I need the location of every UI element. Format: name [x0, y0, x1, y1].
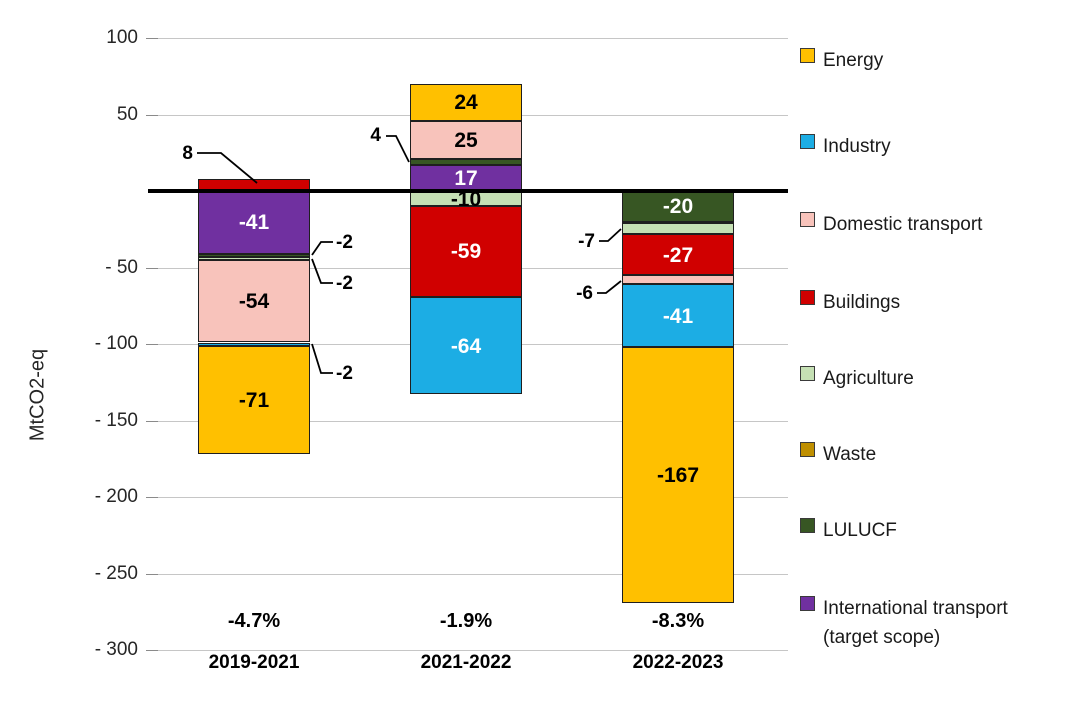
bar-segment-2022-2023-lulucf	[622, 191, 734, 222]
legend-item-agriculture: Agriculture	[800, 364, 914, 393]
x-category-label-2022-2023: 2022-2023	[632, 652, 724, 673]
legend-item-buildings: Buildings	[800, 288, 900, 317]
zero-baseline	[148, 189, 788, 193]
gridline	[150, 650, 788, 651]
axis-tick-mark	[146, 115, 158, 116]
bar-segment-2022-2023-industry	[622, 284, 734, 347]
gridline	[150, 421, 788, 422]
gridline	[150, 38, 788, 39]
y-tick-label: - 200	[94, 486, 138, 507]
bar-segment-2021-2022-energy	[410, 83, 522, 121]
net-change-percent-2022-2023: -8.3%	[651, 610, 705, 632]
callout-value-label: 4	[370, 125, 381, 146]
legend-swatch-waste	[800, 442, 815, 457]
legend-swatch-industry	[800, 134, 815, 149]
legend-label: Buildings	[823, 292, 901, 313]
legend-label: Waste	[823, 444, 877, 465]
axis-tick-mark	[146, 497, 158, 498]
legend-swatch-agriculture	[800, 366, 815, 381]
bar-segment-2021-2022-lulucf	[410, 158, 522, 165]
bar-segment-2019-2021-energy	[198, 345, 310, 455]
legend-label: Industry	[823, 136, 891, 157]
bar-segment-2019-2021-industry	[198, 342, 310, 346]
x-category-label-2019-2021: 2019-2021	[208, 652, 300, 673]
bar-segment-2022-2023-buildings	[622, 233, 734, 276]
legend-item-industry: Industry	[800, 132, 891, 161]
callout-value-label: -2	[336, 232, 353, 253]
legend-swatch-international-transport	[800, 596, 815, 611]
callout-value-label: -6	[576, 283, 593, 304]
legend-item-waste: Waste	[800, 440, 876, 469]
gridline	[150, 497, 788, 498]
y-tick-label: - 100	[94, 333, 138, 354]
legend-item-domestic-transport: Domestic transport	[800, 210, 982, 239]
axis-tick-mark	[146, 421, 158, 422]
callout-leader-line	[311, 241, 333, 256]
axis-tick-mark	[146, 574, 158, 575]
net-change-percent-2021-2022: -1.9%	[439, 610, 493, 632]
callout-value-label: -2	[336, 273, 353, 294]
callout-value-label: -2	[336, 363, 353, 384]
axis-tick-mark	[146, 38, 158, 39]
callout-value-label: -7	[578, 231, 595, 252]
callout-leader-line	[597, 280, 622, 294]
callout-leader-line	[311, 258, 333, 284]
y-tick-label: - 250	[94, 563, 138, 584]
bar-segment-2022-2023-domestic-transport	[622, 275, 734, 285]
axis-tick-mark	[146, 268, 158, 269]
x-category-label-2021-2022: 2021-2022	[420, 652, 512, 673]
bar-segment-2019-2021-agriculture	[198, 256, 310, 260]
bar-segment-2021-2022-industry	[410, 296, 522, 395]
legend-item-lulucf: LULUCF	[800, 516, 897, 545]
bar-segment-2019-2021-international-transport	[198, 191, 310, 254]
y-tick-label: - 150	[94, 410, 138, 431]
bar-segment-2022-2023-agriculture	[622, 223, 734, 234]
callout-value-label: 8	[182, 143, 193, 164]
legend-item-international-transport: International transport (target scope)	[800, 594, 1008, 653]
bar-segment-2019-2021-domestic-transport	[198, 259, 310, 343]
bar-segment-2021-2022-buildings	[410, 206, 522, 297]
legend-label: International transport (target scope)	[823, 598, 1008, 649]
net-change-percent-2019-2021: -4.7%	[227, 610, 281, 632]
y-tick-label: - 300	[94, 639, 138, 660]
y-tick-label: - 50	[105, 257, 138, 278]
callout-leader-line	[386, 135, 410, 163]
axis-tick-mark	[146, 650, 158, 651]
legend-swatch-buildings	[800, 290, 815, 305]
y-tick-label: 50	[116, 104, 138, 125]
bar-segment-2021-2022-domestic-transport	[410, 120, 522, 159]
legend-label: LULUCF	[823, 520, 897, 541]
legend-swatch-lulucf	[800, 518, 815, 533]
legend-swatch-energy	[800, 48, 815, 63]
callout-leader-line	[197, 152, 258, 184]
legend-swatch-domestic-transport	[800, 212, 815, 227]
bar-segment-2019-2021-lulucf	[198, 253, 310, 257]
bar-segment-2022-2023-energy	[622, 347, 734, 603]
legend-label: Agriculture	[823, 368, 914, 389]
gridline	[150, 574, 788, 575]
legend-label: Domestic transport	[823, 214, 983, 235]
callout-leader-line	[311, 343, 333, 374]
axis-tick-mark	[146, 344, 158, 345]
legend-item-energy: Energy	[800, 46, 883, 75]
y-tick-label: 100	[106, 27, 138, 48]
legend-label: Energy	[823, 50, 884, 71]
callout-leader-line	[599, 228, 622, 242]
